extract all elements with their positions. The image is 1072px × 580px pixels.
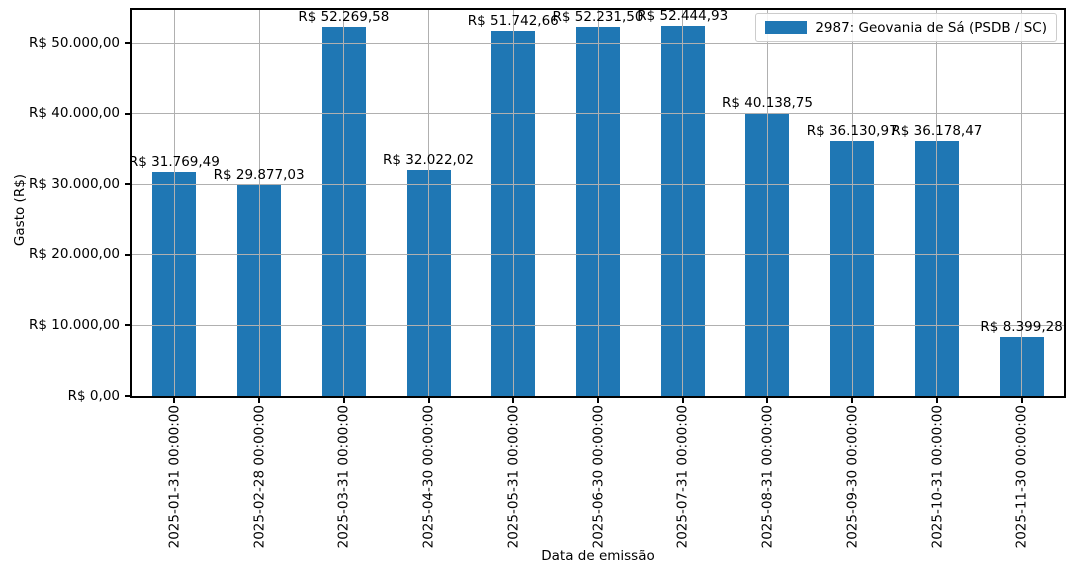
x-tick-label-text: 2025-05-31 00:00:00	[505, 405, 522, 549]
bar-value-label: R$ 29.877,03	[213, 167, 305, 184]
y-tick-mark	[125, 183, 130, 186]
bar-value-label: R$ 8.399,28	[980, 318, 1063, 335]
x-tick-label-text: 2025-04-30 00:00:00	[420, 405, 437, 549]
v-gridline	[766, 10, 768, 396]
x-tick-mark	[258, 398, 261, 403]
y-tick-mark	[125, 395, 130, 397]
bar-value-label: R$ 52.231,50	[552, 9, 644, 26]
x-axis-title: Data de emissão	[541, 548, 655, 564]
x-tick-label-text: 2025-07-31 00:00:00	[674, 405, 691, 549]
x-tick-mark	[342, 398, 345, 403]
y-tick-mark	[125, 42, 130, 45]
y-tick-label: R$ 0,00	[67, 387, 120, 404]
x-tick-label-text: 2025-03-31 00:00:00	[335, 405, 352, 549]
bar-value-label: R$ 51.742,66	[467, 12, 559, 29]
v-gridline	[343, 10, 345, 396]
bar-value-label: R$ 52.269,58	[298, 9, 390, 26]
y-tick-label: R$ 40.000,00	[29, 105, 120, 122]
v-gridline	[682, 10, 684, 396]
v-gridline	[1021, 10, 1023, 396]
x-tick-label-text: 2025-08-31 00:00:00	[759, 405, 776, 549]
v-gridline	[258, 10, 260, 396]
legend-color-swatch	[765, 21, 808, 34]
x-tick-mark	[766, 398, 769, 403]
y-tick-label: R$ 20.000,00	[29, 246, 120, 263]
x-tick-label-text: 2025-02-28 00:00:00	[251, 405, 268, 549]
x-tick-mark	[1020, 398, 1023, 403]
bar-value-label: R$ 52.444,93	[637, 7, 729, 24]
bar-value-label: R$ 40.138,75	[721, 94, 813, 111]
v-gridline	[851, 10, 853, 396]
bar-value-label: R$ 32.022,02	[383, 152, 475, 169]
v-gridline	[597, 10, 599, 396]
legend: 2987: Geovania de Sá (PSDB / SC)	[755, 13, 1057, 42]
x-tick-mark	[935, 398, 938, 403]
v-gridline	[512, 10, 514, 396]
x-tick-label-text: 2025-11-30 00:00:00	[1013, 405, 1030, 549]
x-tick-mark	[512, 398, 515, 403]
x-tick-mark	[173, 398, 176, 403]
y-tick-mark	[125, 112, 130, 115]
x-tick-label-text: 2025-01-31 00:00:00	[166, 405, 183, 549]
x-tick-mark	[681, 398, 684, 403]
v-gridline	[173, 10, 175, 396]
bar-value-label: R$ 31.769,49	[128, 153, 220, 170]
y-tick-label: R$ 30.000,00	[29, 175, 120, 192]
plot-area	[132, 10, 1064, 396]
y-tick-label: R$ 50.000,00	[29, 34, 120, 51]
x-tick-mark	[597, 398, 599, 403]
v-gridline	[428, 10, 430, 396]
legend-series-label: 2987: Geovania de Sá (PSDB / SC)	[815, 19, 1047, 36]
x-tick-label-text: 2025-10-31 00:00:00	[928, 405, 945, 549]
y-tick-mark	[125, 324, 130, 327]
y-tick-label: R$ 10.000,00	[29, 316, 120, 333]
x-tick-label-text: 2025-09-30 00:00:00	[844, 405, 861, 549]
x-tick-mark	[427, 398, 430, 403]
x-tick-mark	[851, 398, 854, 403]
v-gridline	[936, 10, 938, 396]
y-tick-mark	[125, 253, 130, 256]
bar-value-label: R$ 36.130,97	[806, 123, 898, 140]
bar-value-label: R$ 36.178,47	[891, 122, 983, 139]
x-tick-label-text: 2025-06-30 00:00:00	[590, 405, 606, 549]
